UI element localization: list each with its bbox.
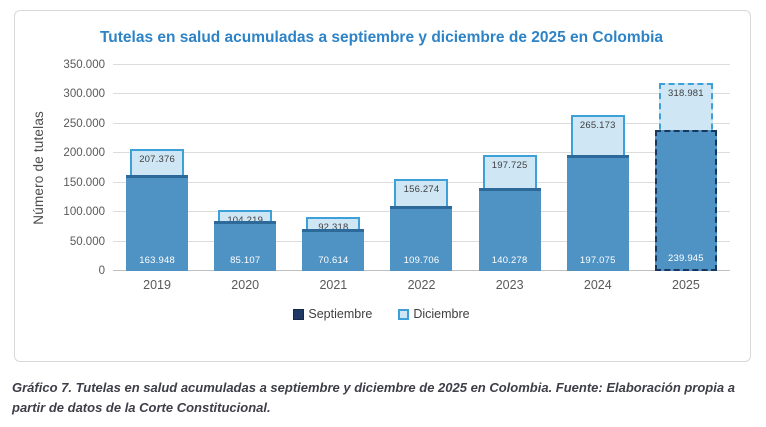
chart-area: Número de tutelas 0 50.000 100.000 150.000 2… bbox=[25, 59, 738, 277]
bar-group-2021: 92.318 70.614 bbox=[289, 65, 377, 271]
bar-group-2020: 104.219 85.107 bbox=[201, 65, 289, 271]
plot-area: 207.376 163.948 104.219 85.107 92.318 70.614 1… bbox=[113, 64, 730, 271]
y-tick-label: 200.000 bbox=[63, 147, 105, 160]
legend-label-diciembre: Diciembre bbox=[413, 307, 470, 321]
x-tick-label-2024: 2024 bbox=[583, 278, 612, 292]
y-tick-label: 100.000 bbox=[63, 206, 105, 219]
chart-legend: Septiembre Diciembre bbox=[25, 307, 738, 321]
bar-group-2025: 318.981 239.945 bbox=[642, 65, 730, 271]
y-tick-label: 0 bbox=[98, 265, 105, 277]
y-tick-label: 50.000 bbox=[69, 235, 105, 248]
x-tick-label-2021: 2021 bbox=[319, 278, 348, 292]
value-label-septiembre: 197.075 bbox=[579, 255, 616, 266]
y-tick-label: 300.000 bbox=[63, 88, 105, 101]
chart-title: Tutelas en salud acumuladas a septiembre… bbox=[99, 29, 664, 46]
x-axis-spacer bbox=[25, 278, 113, 294]
bar-septiembre-2023: 140.278 bbox=[478, 188, 541, 271]
value-label-septiembre: 70.614 bbox=[318, 255, 349, 266]
legend-item-diciembre: Diciembre bbox=[398, 307, 470, 321]
value-label-diciembre: 92.318 bbox=[318, 221, 349, 233]
bar-group-2022: 156.274 109.706 bbox=[377, 65, 465, 271]
bar-septiembre-2020: 85.107 bbox=[214, 220, 277, 271]
y-axis-label: Número de tutelas bbox=[30, 111, 46, 225]
bar-group-2023: 197.725 140.278 bbox=[466, 65, 554, 271]
legend-item-septiembre: Septiembre bbox=[293, 307, 372, 321]
legend-swatch-diciembre-icon bbox=[398, 308, 410, 320]
x-tick-label-2020: 2020 bbox=[231, 278, 260, 292]
gridline bbox=[113, 93, 730, 95]
figure-caption: Gráfico 7. Tutelas en salud acumuladas a… bbox=[12, 380, 735, 416]
gridline bbox=[113, 64, 730, 65]
gridline bbox=[113, 122, 730, 124]
value-label-diciembre: 197.725 bbox=[491, 159, 528, 171]
value-label-diciembre: 207.376 bbox=[139, 153, 175, 165]
gridline bbox=[113, 152, 730, 154]
value-label-septiembre: 85.107 bbox=[230, 255, 261, 266]
x-tick-label-2019: 2019 bbox=[143, 278, 171, 292]
y-axis-label-column: Número de tutelas bbox=[25, 65, 51, 271]
bar-septiembre-2022: 109.706 bbox=[390, 206, 453, 271]
legend-label-septiembre: Septiembre bbox=[308, 307, 373, 321]
legend-swatch-septiembre-icon bbox=[293, 308, 305, 320]
value-label-diciembre: 156.274 bbox=[403, 184, 440, 196]
bar-septiembre-2021: 70.614 bbox=[302, 229, 365, 271]
x-axis-labels: 2019 2020 2021 2022 2023 2024 2025 bbox=[113, 278, 730, 294]
value-label-septiembre: 109.706 bbox=[403, 255, 440, 266]
y-tick-label: 150.000 bbox=[63, 176, 105, 189]
value-label-septiembre: 239.945 bbox=[668, 253, 704, 264]
x-tick-label-2022: 2022 bbox=[407, 278, 436, 292]
value-label-septiembre: 163.948 bbox=[139, 255, 175, 266]
bar-group-2019: 207.376 163.948 bbox=[113, 65, 201, 271]
value-label-diciembre: 265.173 bbox=[579, 119, 616, 131]
x-tick-label-2025: 2025 bbox=[672, 278, 700, 292]
bar-septiembre-2019: 163.948 bbox=[126, 174, 189, 271]
y-axis-ticks: 0 50.000 100.000 150.000 200.000 250.000 300.0… bbox=[51, 59, 113, 277]
y-tick-label: 350.000 bbox=[63, 59, 105, 71]
bar-septiembre-2024: 197.075 bbox=[566, 155, 629, 271]
bar-group-2024: 265.173 197.075 bbox=[554, 65, 642, 271]
value-label-diciembre: 104.219 bbox=[220, 215, 270, 226]
x-tick-label-2023: 2023 bbox=[495, 278, 524, 292]
value-label-septiembre: 140.278 bbox=[491, 255, 528, 266]
x-axis: 2019 2020 2021 2022 2023 2024 2025 bbox=[25, 278, 738, 294]
y-tick-label: 250.000 bbox=[63, 117, 105, 130]
bar-septiembre-2025: 239.945 bbox=[654, 129, 717, 271]
chart-card: Tutelas en salud acumuladas a septiembre… bbox=[14, 10, 751, 362]
value-label-diciembre: 318.981 bbox=[668, 88, 704, 100]
